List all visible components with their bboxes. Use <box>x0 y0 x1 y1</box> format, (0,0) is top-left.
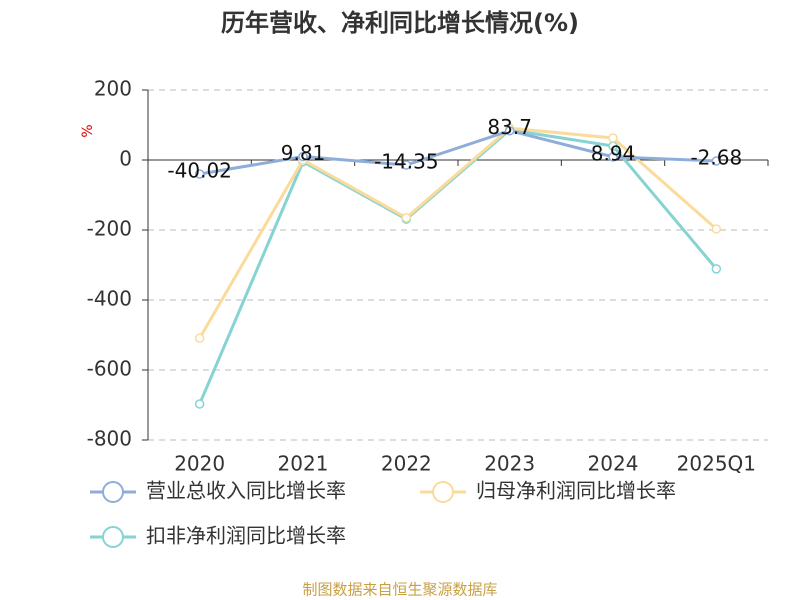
y-tick-label: -600 <box>87 357 132 381</box>
data-point <box>298 151 308 162</box>
data-point <box>608 152 618 162</box>
data-point <box>711 224 722 234</box>
data-point <box>194 333 205 343</box>
x-tick-label: 2023 <box>484 452 535 476</box>
legend-marker <box>432 481 454 503</box>
x-tick-label: 2021 <box>278 452 329 476</box>
legend-marker <box>102 481 124 503</box>
legend-label: 归母净利润同比增长率 <box>476 479 676 503</box>
data-point <box>711 156 722 166</box>
data-point <box>608 133 618 143</box>
source-note: 制图数据来自恒生聚源数据库 <box>302 581 497 599</box>
series-line <box>198 126 718 339</box>
y-tick-label: -400 <box>87 287 132 311</box>
y-tick-label: 0 <box>119 147 132 171</box>
data-point <box>711 264 722 274</box>
data-point <box>194 399 205 409</box>
data-label: -40.02 <box>167 159 231 183</box>
data-label: 8.94 <box>591 141 636 165</box>
data-point <box>194 169 205 179</box>
x-tick-label: 2022 <box>381 452 432 476</box>
y-tick-label: -800 <box>87 427 132 451</box>
data-label: 83.7 <box>487 115 532 139</box>
x-tick-label: 2025Q1 <box>677 452 756 476</box>
y-axis-label: % <box>80 124 96 137</box>
data-label: 9.81 <box>281 141 326 165</box>
data-label: -2.68 <box>690 145 742 169</box>
data-point <box>401 160 412 170</box>
y-tick-label: -200 <box>87 217 132 241</box>
data-point <box>401 213 412 223</box>
data-label: -14.35 <box>374 150 438 174</box>
legend-label: 营业总收入同比增长率 <box>146 479 346 503</box>
data-point <box>504 125 515 136</box>
x-tick-label: 2020 <box>174 452 225 476</box>
y-tick-label: 200 <box>94 77 132 101</box>
chart-title: 历年营收、净利同比增长情况(%) <box>221 9 579 37</box>
series-line <box>199 129 717 176</box>
x-tick-label: 2024 <box>588 452 639 476</box>
legend-label: 扣非净利润同比增长率 <box>146 524 346 548</box>
legend-marker <box>102 526 124 548</box>
